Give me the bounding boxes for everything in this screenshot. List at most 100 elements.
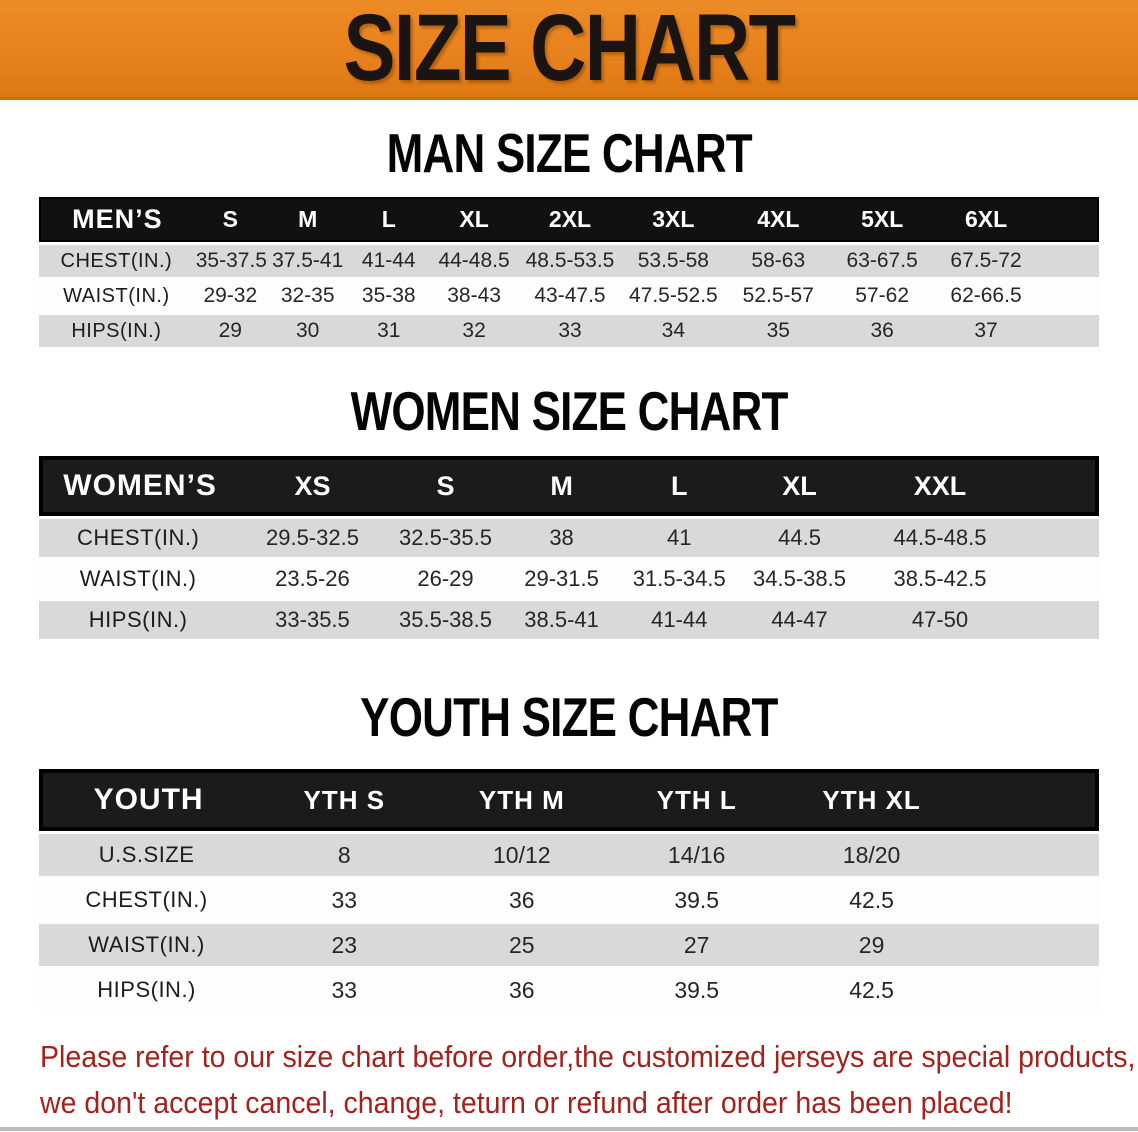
women-size-column-header: XS: [237, 456, 388, 516]
men-value-cell: 29-32: [193, 280, 267, 312]
women-size-column-header: XL: [738, 456, 861, 516]
youth-table-row: HIPS(IN.) 33 36 39.5 42.5: [39, 969, 1099, 1011]
women-table-row: CHEST(IN.) 29.5-32.5 32.5-35.5 38 41 44.5 44.5…: [39, 519, 1099, 557]
men-value-cell: 37.5-41: [266, 245, 349, 277]
youth-table-row: WAIST(IN.) 23 25 27 29: [39, 924, 1099, 966]
spacer-cell: [959, 924, 1099, 966]
youth-value-cell: 18/20: [784, 834, 960, 876]
men-value-cell: 52.5-57: [725, 280, 831, 312]
men-value-cell: 38-43: [429, 280, 520, 312]
youth-value-cell: 42.5: [784, 969, 960, 1011]
men-size-column-header: L: [348, 197, 430, 242]
men-value-cell: 36: [830, 315, 934, 347]
youth-value-cell: 25: [434, 924, 610, 966]
women-section-title: WOMEN SIZE CHART: [0, 382, 1138, 440]
youth-size-column-header: YTH S: [254, 769, 435, 831]
men-value-cell: 58-63: [725, 245, 831, 277]
youth-value-cell: 36: [434, 969, 610, 1011]
youth-section-title: YOUTH SIZE CHART: [0, 688, 1138, 746]
women-table-row: HIPS(IN.) 33-35.5 35.5-38.5 38.5-41 41-44 44-…: [39, 601, 1099, 639]
men-size-column-header: S: [193, 197, 267, 242]
men-value-cell: 62-66.5: [933, 280, 1039, 312]
spacer-cell: [959, 879, 1099, 921]
men-value-cell: 35: [725, 315, 831, 347]
women-value-cell: 38: [503, 519, 620, 557]
women-size-column-header: M: [503, 456, 620, 516]
men-size-column-header: 6XL: [933, 197, 1039, 242]
men-size-column-header: XL: [429, 197, 520, 242]
men-table-row: HIPS(IN.) 29 30 31 32 33 34 35 36 37: [39, 315, 1099, 347]
women-size-column-header: XXL: [860, 456, 1020, 516]
youth-size-column-header: YTH XL: [784, 769, 960, 831]
men-value-cell: 67.5-72: [933, 245, 1039, 277]
spacer-cell: [1019, 456, 1099, 516]
youth-value-cell: 10/12: [434, 834, 610, 876]
spacer-cell: [959, 834, 1099, 876]
youth-value-cell: 42.5: [784, 879, 960, 921]
men-table-row: WAIST(IN.) 29-32 32-35 35-38 38-43 43-47.5 47.…: [39, 280, 1099, 312]
women-value-cell: 38.5-41: [503, 601, 620, 639]
men-value-cell: 34: [620, 315, 726, 347]
men-table-row: CHEST(IN.) 35-37.5 37.5-41 41-44 44-48.5 48.5…: [39, 245, 1099, 277]
youth-value-cell: 33: [254, 879, 435, 921]
spacer-cell: [1038, 280, 1099, 312]
spacer-cell: [1019, 519, 1099, 557]
youth-value-cell: 27: [609, 924, 785, 966]
youth-value-cell: 33: [254, 969, 435, 1011]
men-size-section: MAN SIZE CHART MEN’S S M L XL 2XL 3XL 4XL 5XL 6XL C…: [0, 124, 1138, 350]
men-value-cell: 32-35: [266, 280, 349, 312]
men-row-label: CHEST(IN.): [39, 245, 194, 277]
men-value-cell: 53.5-58: [620, 245, 726, 277]
women-size-section: WOMEN SIZE CHART WOMEN’S XS S M L XL XXL CHEST(I…: [0, 382, 1138, 642]
bottom-divider: [0, 1127, 1138, 1131]
women-value-cell: 33-35.5: [237, 601, 388, 639]
disclaimer-line-2: we don't accept cancel, change, teturn o…: [40, 1085, 1013, 1120]
youth-size-section: YOUTH SIZE CHART YOUTH YTH S YTH M YTH L YTH …: [0, 688, 1138, 1014]
women-value-cell: 32.5-35.5: [387, 519, 504, 557]
youth-row-label: WAIST(IN.): [39, 924, 255, 966]
men-size-column-header: 5XL: [830, 197, 934, 242]
youth-header-row: YOUTH YTH S YTH M YTH L YTH XL: [39, 769, 1099, 831]
men-section-title-text: MAN SIZE CHART: [386, 122, 752, 184]
men-value-cell: 30: [266, 315, 349, 347]
youth-row-label: CHEST(IN.): [39, 879, 255, 921]
men-table-header-label: MEN’S: [39, 197, 194, 242]
men-value-cell: 35-38: [348, 280, 430, 312]
men-size-column-header: 3XL: [620, 197, 726, 242]
women-value-cell: 29.5-32.5: [237, 519, 388, 557]
youth-row-label: U.S.SIZE: [39, 834, 255, 876]
disclaimer-text: Please refer to our size chart before or…: [40, 1034, 1138, 1126]
men-value-cell: 43-47.5: [519, 280, 621, 312]
women-size-column-header: L: [619, 456, 739, 516]
men-value-cell: 57-62: [830, 280, 934, 312]
youth-value-cell: 36: [434, 879, 610, 921]
youth-table-header-label: YOUTH: [39, 769, 255, 831]
women-value-cell: 23.5-26: [237, 560, 388, 598]
youth-row-label: HIPS(IN.): [39, 969, 255, 1011]
size-chart-banner: SIZE CHART: [0, 0, 1138, 100]
men-value-cell: 47.5-52.5: [620, 280, 726, 312]
spacer-cell: [959, 769, 1099, 831]
men-size-column-header: 2XL: [519, 197, 621, 242]
spacer-cell: [1038, 245, 1099, 277]
youth-size-column-header: YTH L: [609, 769, 785, 831]
spacer-cell: [1038, 197, 1099, 242]
women-row-label: WAIST(IN.): [39, 560, 238, 598]
youth-section-title-text: YOUTH SIZE CHART: [360, 686, 778, 748]
youth-table-row: CHEST(IN.) 33 36 39.5 42.5: [39, 879, 1099, 921]
youth-value-cell: 14/16: [609, 834, 785, 876]
women-value-cell: 31.5-34.5: [619, 560, 739, 598]
men-value-cell: 63-67.5: [830, 245, 934, 277]
women-size-column-header: S: [387, 456, 504, 516]
women-value-cell: 26-29: [387, 560, 504, 598]
women-value-cell: 29-31.5: [503, 560, 620, 598]
women-value-cell: 44.5: [738, 519, 861, 557]
men-value-cell: 31: [348, 315, 430, 347]
men-row-label: WAIST(IN.): [39, 280, 194, 312]
spacer-cell: [959, 969, 1099, 1011]
women-value-cell: 38.5-42.5: [860, 560, 1020, 598]
women-row-label: HIPS(IN.): [39, 601, 238, 639]
men-value-cell: 32: [429, 315, 520, 347]
men-value-cell: 35-37.5: [193, 245, 267, 277]
youth-value-cell: 39.5: [609, 969, 785, 1011]
